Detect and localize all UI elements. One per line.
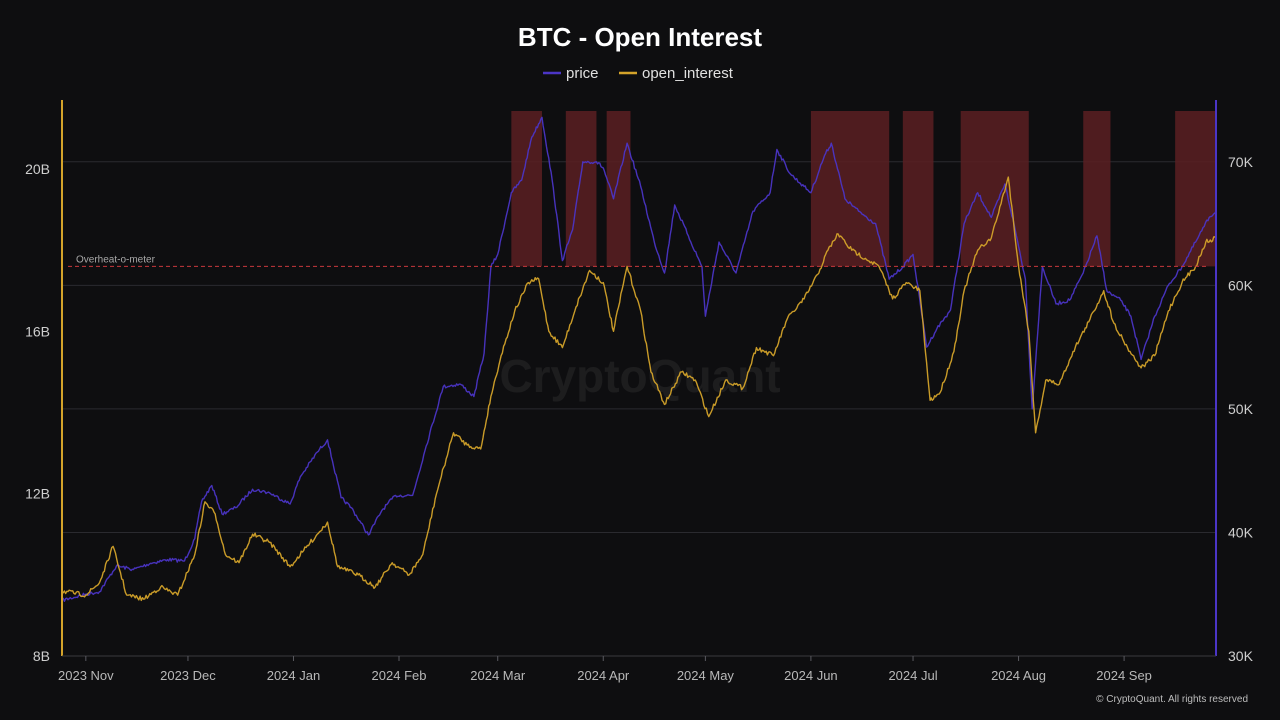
- right-tick-label-4: 70K: [1228, 154, 1254, 170]
- right-axis-ticks: 30K 40K 50K 60K 70K: [1228, 154, 1254, 664]
- x-tick-label-1: 2023 Dec: [160, 668, 216, 683]
- overheat-band-4: [902, 111, 934, 267]
- legend-label-price: price: [566, 65, 599, 82]
- overheat-band-7: [1175, 111, 1216, 267]
- overheat-band-1: [565, 111, 597, 267]
- right-tick-label-1: 40K: [1228, 524, 1254, 540]
- threshold-group: Overheat-o-meter: [68, 254, 1208, 267]
- right-tick-label-3: 60K: [1228, 277, 1254, 293]
- overheat-band-6: [1083, 111, 1111, 267]
- x-tick-label-9: 2024 Aug: [991, 668, 1046, 683]
- x-tick-label-8: 2024 Jul: [888, 668, 937, 683]
- series-lines: [61, 116, 1217, 602]
- left-tick-label-0: 8B: [33, 648, 50, 664]
- left-tick-label-1: 12B: [25, 486, 50, 502]
- x-tick-label-6: 2024 May: [677, 668, 735, 683]
- x-axis-ticks: 2023 Nov 2023 Dec 2024 Jan 2024 Feb 2024 Mar…: [58, 656, 1152, 683]
- right-tick-label-2: 50K: [1228, 401, 1254, 417]
- legend-label-open-interest: open_interest: [642, 65, 734, 82]
- x-tick-label-3: 2024 Feb: [372, 668, 427, 683]
- watermark: CryptoQuant: [499, 350, 780, 402]
- x-tick-label-5: 2024 Apr: [577, 668, 630, 683]
- series-line-price: [61, 116, 1217, 602]
- x-tick-label-4: 2024 Mar: [470, 668, 526, 683]
- x-tick-label-0: 2023 Nov: [58, 668, 114, 683]
- overheat-bands: [511, 111, 1216, 267]
- series-line-open-interest: [61, 176, 1217, 602]
- legend: price open_interest: [543, 65, 734, 82]
- x-tick-label-10: 2024 Sep: [1096, 668, 1152, 683]
- left-tick-label-3: 20B: [25, 161, 50, 177]
- overheat-band-2: [606, 111, 631, 267]
- overheat-threshold-label: Overheat-o-meter: [76, 254, 156, 265]
- x-tick-label-7: 2024 Jun: [784, 668, 838, 683]
- x-tick-label-2: 2024 Jan: [267, 668, 321, 683]
- chart-title: BTC - Open Interest: [518, 22, 762, 52]
- left-axis-ticks: 8B 12B 16B 20B: [25, 161, 50, 664]
- copyright-text: © CryptoQuant. All rights reserved: [1096, 694, 1248, 705]
- left-tick-label-2: 16B: [25, 323, 50, 339]
- overheat-band-0: [511, 111, 542, 267]
- right-tick-label-0: 30K: [1228, 648, 1254, 664]
- overheat-band-3: [810, 111, 890, 267]
